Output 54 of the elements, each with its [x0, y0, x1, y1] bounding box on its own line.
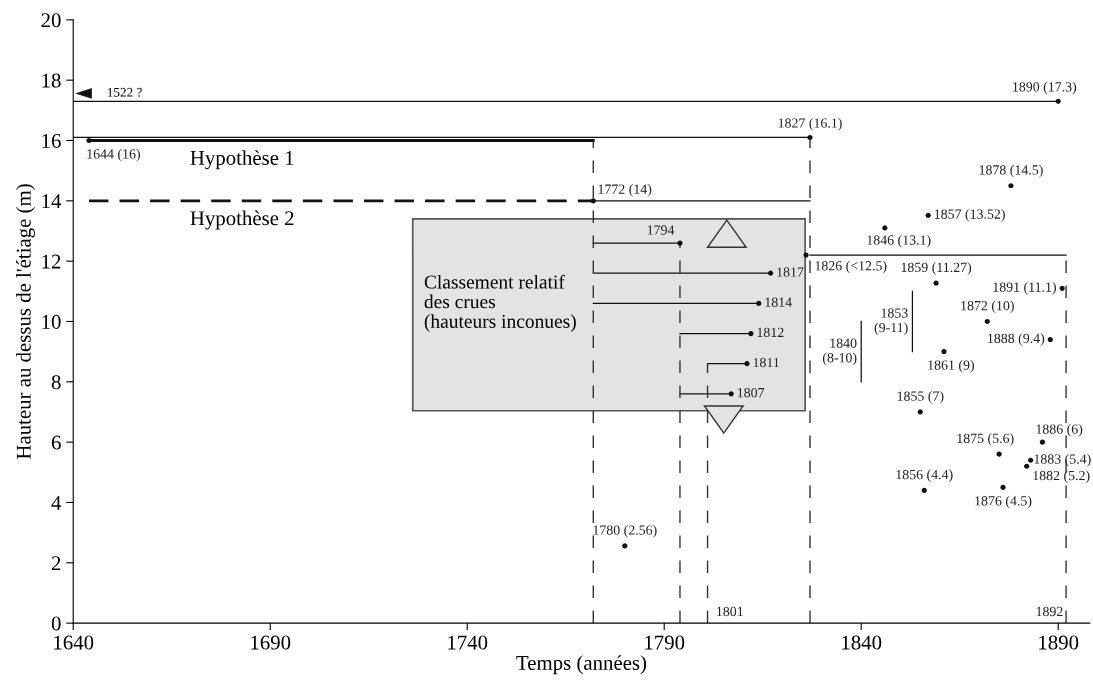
annotation: 1888 (9.4) — [988, 333, 1045, 346]
annotation: 1644 (16) — [87, 148, 140, 162]
x-tick-label: 1740 — [448, 635, 488, 650]
x-tick-label: 1690 — [251, 635, 291, 650]
annotation: 1840 (8-10) — [822, 338, 857, 366]
annotation: 1857 (13.52) — [934, 209, 1005, 222]
series-label: Hypothèse 1 — [190, 150, 294, 170]
y-tick-label: 16 — [42, 133, 61, 148]
x-tick-label: 1890 — [1039, 635, 1079, 650]
annotation: 1817 — [777, 267, 804, 277]
annotation: 1861 (9) — [928, 359, 974, 373]
annotation: 1853 (9-11) — [874, 308, 908, 336]
annotation: 1890 (17.3) — [1013, 81, 1077, 95]
y-tick-label: 18 — [42, 73, 61, 88]
series-label: Hypothèse 2 — [190, 210, 294, 230]
annotation: 1855 (7) — [897, 391, 944, 404]
y-tick-label: 0 — [51, 616, 61, 631]
annotation: 1794 — [647, 225, 675, 235]
annotation: 1846 (13.1) — [867, 234, 931, 248]
annotation: 1856 (4.4) — [896, 469, 953, 483]
y-tick-label: 20 — [41, 13, 61, 28]
x-tick-label: 1640 — [54, 635, 94, 650]
y-axis-title: Hauteur au dessus de l'étiage (m) — [16, 184, 36, 459]
annotation: 1886 (6) — [1036, 423, 1083, 437]
y-tick-label: 8 — [51, 375, 61, 390]
annotation: 1882 (5.2) — [1033, 470, 1090, 484]
annotation: 1811 — [753, 357, 779, 368]
annotation: 1872 (10) — [961, 300, 1014, 314]
annotation: 1875 (5.6) — [957, 433, 1014, 446]
annotation: 1878 (14.5) — [979, 164, 1043, 178]
y-tick-label: 6 — [51, 435, 61, 450]
y-tick-label: 12 — [42, 254, 61, 269]
annotation: 1780 (2.56) — [593, 524, 657, 538]
annotation: 1772 (14) — [598, 184, 652, 197]
annotation: 1827 (16.1) — [778, 117, 842, 131]
annotation: Classement relatif des crues (hauteurs inconues) — [424, 274, 576, 332]
annotation: 1876 (4.5) — [975, 495, 1032, 509]
y-tick-label: 4 — [51, 495, 62, 510]
annotation: 1801 — [717, 606, 743, 617]
annotation: 1826 (<12.5) — [815, 260, 887, 274]
annotation: 1892 — [1036, 606, 1063, 617]
annotation: 1891 (11.1) — [993, 282, 1056, 295]
annotation: 1812 — [757, 327, 784, 338]
annotation: 1883 (5.4) — [1034, 453, 1091, 467]
annotation: 1807 — [737, 387, 765, 398]
y-tick-label: 10 — [42, 314, 61, 329]
annotation: 1814 — [765, 297, 792, 307]
y-tick-label: 14 — [42, 194, 62, 209]
annotation: 1522 ? — [107, 87, 142, 97]
x-axis-title: Temps (années) — [516, 655, 647, 675]
y-tick-label: 2 — [51, 556, 61, 571]
annotation: 1859 (11.27) — [901, 262, 972, 275]
x-tick-label: 1840 — [842, 635, 882, 650]
x-tick-label: 1790 — [645, 635, 685, 650]
